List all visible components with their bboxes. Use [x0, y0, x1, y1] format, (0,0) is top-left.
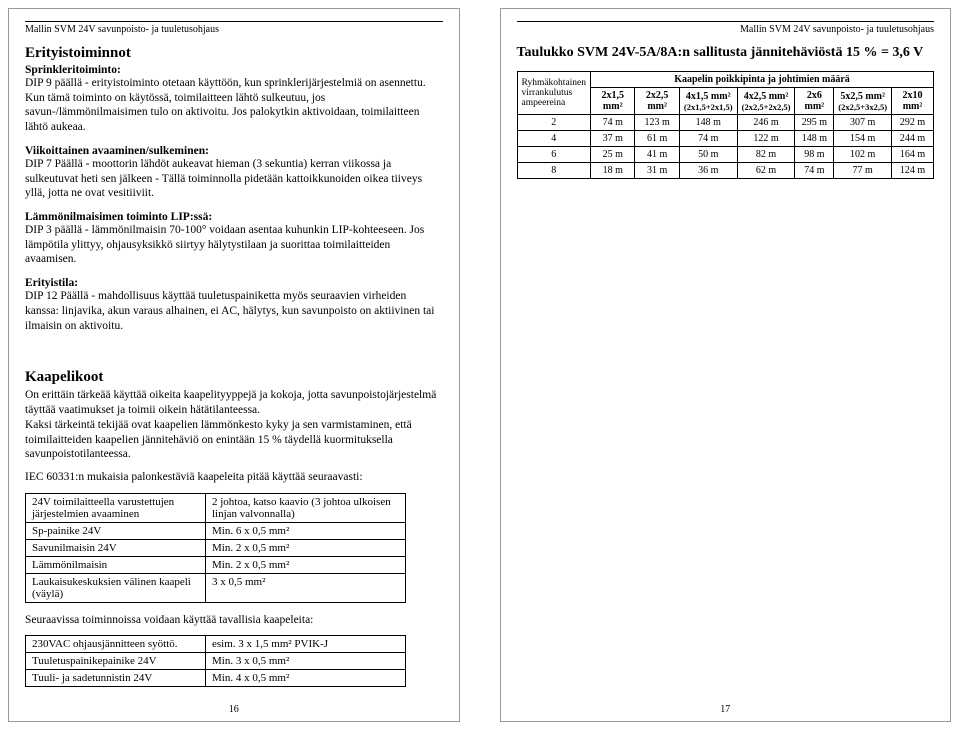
- page-17: Mallin SVM 24V savunpoisto- ja tuuletuso…: [500, 8, 952, 722]
- voltage-column-header: 4x2,5 mm²(2x2,5+2x2,5): [737, 88, 795, 115]
- distance-cell: 50 m: [679, 147, 737, 163]
- cable-cell-right: Min. 6 x 0,5 mm²: [206, 522, 406, 539]
- heat-detector-subtitle: Lämmönilmaisimen toiminto LIP:ssä:: [25, 211, 443, 223]
- distance-cell: 18 m: [591, 163, 635, 179]
- distance-cell: 98 m: [795, 147, 834, 163]
- page-number-17: 17: [501, 704, 951, 715]
- table-row: 818 m31 m36 m62 m74 m77 m124 m: [517, 163, 934, 179]
- distance-cell: 295 m: [795, 115, 834, 131]
- distance-cell: 154 m: [834, 131, 892, 147]
- table-row: Savunilmaisin 24VMin. 2 x 0,5 mm²: [26, 539, 406, 556]
- cable-cell-left: Savunilmaisin 24V: [26, 539, 206, 556]
- cable-cell-right: Min. 2 x 0,5 mm²: [206, 539, 406, 556]
- table-row: Sp-painike 24VMin. 6 x 0,5 mm²: [26, 522, 406, 539]
- voltage-column-header: 2x10 mm²: [892, 88, 934, 115]
- table-row: Tuuli- ja sadetunnistin 24VMin. 4 x 0,5 …: [26, 670, 406, 687]
- voltage-table-title: Taulukko SVM 24V-5A/8A:n sallitusta jänn…: [517, 45, 935, 61]
- table-row: Tuuletuspainikepainike 24VMin. 3 x 0,5 m…: [26, 653, 406, 670]
- weekly-text: DIP 7 Päällä - moottorin lähdöt aukeavat…: [25, 157, 443, 201]
- cable-cell-left: 24V toimilaitteella varustettujen järjes…: [26, 493, 206, 522]
- distance-cell: 164 m: [892, 147, 934, 163]
- normal-cables-text: Seuraavissa toiminnoissa voidaan käyttää…: [25, 613, 443, 628]
- amp-cell: 2: [517, 115, 591, 131]
- cable-cell-left: 230VAC ohjausjännitteen syöttö.: [26, 636, 206, 653]
- distance-cell: 82 m: [737, 147, 795, 163]
- distance-cell: 102 m: [834, 147, 892, 163]
- distance-cell: 124 m: [892, 163, 934, 179]
- voltage-column-header: 4x1,5 mm²(2x1,5+2x1,5): [679, 88, 737, 115]
- cable-cell-left: Laukaisukeskuksien välinen kaapeli (väyl…: [26, 573, 206, 602]
- page-16: Mallin SVM 24V savunpoisto- ja tuuletuso…: [8, 8, 460, 722]
- distance-cell: 307 m: [834, 115, 892, 131]
- special-mode-subtitle: Erityistila:: [25, 277, 443, 289]
- cable-cell-right: 3 x 0,5 mm²: [206, 573, 406, 602]
- distance-cell: 122 m: [737, 131, 795, 147]
- distance-cell: 148 m: [679, 115, 737, 131]
- row-header-label: Ryhmäkohtainen virrankulutus ampeereina: [517, 72, 591, 115]
- header-left: Mallin SVM 24V savunpoisto- ja tuuletuso…: [25, 21, 443, 35]
- distance-cell: 123 m: [635, 115, 679, 131]
- voltage-column-header: 2x2,5 mm²: [635, 88, 679, 115]
- voltage-column-header: 2x1,5 mm²: [591, 88, 635, 115]
- heat-detector-text: DIP 3 päällä - lämmönilmaisin 70-100° vo…: [25, 223, 443, 267]
- heat-detector-block: Lämmönilmaisimen toiminto LIP:ssä: DIP 3…: [25, 211, 443, 267]
- page-number-16: 16: [9, 704, 459, 715]
- special-functions-title: Erityistoiminnot: [25, 45, 443, 62]
- sprinkler-block: Sprinkleritoiminto: DIP 9 päällä - erity…: [25, 64, 443, 135]
- cable-table-1: 24V toimilaitteella varustettujen järjes…: [25, 493, 406, 603]
- distance-cell: 292 m: [892, 115, 934, 131]
- voltage-drop-table: Ryhmäkohtainen virrankulutus ampeereina …: [517, 71, 935, 179]
- sprinkler-text: DIP 9 päällä - erityistoiminto otetaan k…: [25, 76, 443, 135]
- cable-intro-text-b: Kaksi tärkeintä tekijää ovat kaapelien l…: [25, 418, 443, 462]
- iec-text: IEC 60331:n mukaisia palonkestäviä kaape…: [25, 470, 443, 485]
- amp-cell: 8: [517, 163, 591, 179]
- cable-table-2: 230VAC ohjausjännitteen syöttö.esim. 3 x…: [25, 635, 406, 687]
- cable-cell-left: Sp-painike 24V: [26, 522, 206, 539]
- distance-cell: 62 m: [737, 163, 795, 179]
- distance-cell: 148 m: [795, 131, 834, 147]
- distance-cell: 74 m: [679, 131, 737, 147]
- distance-cell: 74 m: [795, 163, 834, 179]
- distance-cell: 37 m: [591, 131, 635, 147]
- distance-cell: 36 m: [679, 163, 737, 179]
- weekly-block: Viikoittainen avaaminen/sulkeminen: DIP …: [25, 145, 443, 201]
- distance-cell: 77 m: [834, 163, 892, 179]
- special-mode-text: DIP 12 Päällä - mahdollisuus käyttää tuu…: [25, 289, 443, 333]
- distance-cell: 244 m: [892, 131, 934, 147]
- special-mode-block: Erityistila: DIP 12 Päällä - mahdollisuu…: [25, 277, 443, 333]
- distance-cell: 61 m: [635, 131, 679, 147]
- cable-sizes-title: Kaapelikoot: [25, 369, 443, 386]
- sprinkler-subtitle: Sprinkleritoiminto:: [25, 64, 443, 76]
- distance-cell: 31 m: [635, 163, 679, 179]
- voltage-column-header: 2x6 mm²: [795, 88, 834, 115]
- table-row: 230VAC ohjausjännitteen syöttö.esim. 3 x…: [26, 636, 406, 653]
- cable-cell-right: Min. 2 x 0,5 mm²: [206, 556, 406, 573]
- table-row: 274 m123 m148 m246 m295 m307 m292 m: [517, 115, 934, 131]
- cable-cell-right: esim. 3 x 1,5 mm² PVIK-J: [206, 636, 406, 653]
- distance-cell: 74 m: [591, 115, 635, 131]
- amp-cell: 4: [517, 131, 591, 147]
- distance-cell: 41 m: [635, 147, 679, 163]
- cable-cell-left: Lämmönilmaisin: [26, 556, 206, 573]
- cable-cell-left: Tuuli- ja sadetunnistin 24V: [26, 670, 206, 687]
- cable-cell-right: Min. 3 x 0,5 mm²: [206, 653, 406, 670]
- voltage-column-header: 5x2,5 mm²(2x2,5+3x2,5): [834, 88, 892, 115]
- cable-cell-left: Tuuletuspainikepainike 24V: [26, 653, 206, 670]
- cable-cell-right: 2 johtoa, katso kaavio (3 johtoa ulkoise…: [206, 493, 406, 522]
- amp-cell: 6: [517, 147, 591, 163]
- table-row: 625 m41 m50 m82 m98 m102 m164 m: [517, 147, 934, 163]
- table-row: Laukaisukeskuksien välinen kaapeli (väyl…: [26, 573, 406, 602]
- weekly-subtitle: Viikoittainen avaaminen/sulkeminen:: [25, 145, 443, 157]
- table-row: 437 m61 m74 m122 m148 m154 m244 m: [517, 131, 934, 147]
- header-right: Mallin SVM 24V savunpoisto- ja tuuletuso…: [517, 21, 935, 35]
- column-group-header: Kaapelin poikkipinta ja johtimien määrä: [591, 72, 934, 88]
- cable-cell-right: Min. 4 x 0,5 mm²: [206, 670, 406, 687]
- distance-cell: 25 m: [591, 147, 635, 163]
- distance-cell: 246 m: [737, 115, 795, 131]
- cable-intro-text: On erittäin tärkeää käyttää oikeita kaap…: [25, 388, 443, 417]
- table-row: 24V toimilaitteella varustettujen järjes…: [26, 493, 406, 522]
- table-row: LämmönilmaisinMin. 2 x 0,5 mm²: [26, 556, 406, 573]
